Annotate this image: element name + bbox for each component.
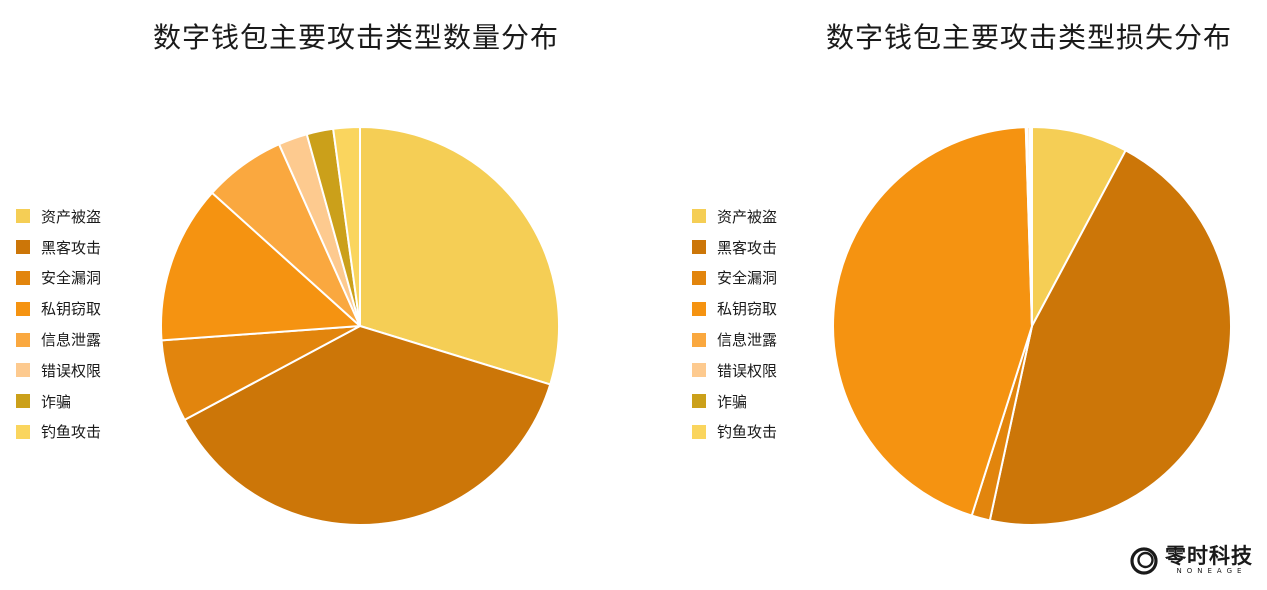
pie-slice-2 <box>183 325 552 526</box>
legend-item: 错误权限 <box>16 355 101 386</box>
pie-chart <box>832 125 1232 526</box>
legend-label: 钓鱼攻击 <box>41 423 102 442</box>
legend: 资产被盗黑客攻击安全漏洞私钥窃取信息泄露错误权限诈骗钓鱼攻击 <box>16 201 101 447</box>
legend-item: 安全漏洞 <box>692 263 777 294</box>
legend-item: 钓鱼攻击 <box>16 417 101 448</box>
legend-swatch <box>692 363 706 378</box>
legend-item: 黑客攻击 <box>692 232 777 263</box>
legend-label: 安全漏洞 <box>717 269 778 288</box>
legend-label: 信息泄露 <box>717 331 778 350</box>
legend-label: 资产被盗 <box>717 207 778 226</box>
legend-swatch <box>16 424 30 439</box>
pie-chart <box>160 126 561 526</box>
legend-swatch <box>16 301 30 316</box>
legend-label: 私钥窃取 <box>717 300 778 319</box>
chart-title: 数字钱包主要攻击类型数量分布 <box>153 21 560 54</box>
legend-swatch <box>16 394 30 409</box>
pie-slice-1 <box>1031 126 1127 327</box>
legend: 资产被盗黑客攻击安全漏洞私钥窃取信息泄露错误权限诈骗钓鱼攻击 <box>692 201 777 447</box>
chart-panel-count: 数字钱包主要攻击类型数量分布 资产被盗黑客攻击安全漏洞私钥窃取信息泄露错误权限诈… <box>0 0 620 590</box>
legend-item: 私钥窃取 <box>692 293 777 324</box>
logo-name-cn: 零时科技 <box>1165 544 1253 568</box>
pie-slice-4 <box>160 191 361 342</box>
legend-label: 安全漏洞 <box>41 269 102 288</box>
legend-item: 诈骗 <box>692 386 777 417</box>
legend-label: 诈骗 <box>41 392 72 411</box>
legend-swatch <box>692 240 706 255</box>
pie-slice-1 <box>359 126 561 386</box>
legend-item: 资产被盗 <box>692 201 777 232</box>
legend-label: 钓鱼攻击 <box>717 423 778 442</box>
legend-item: 黑客攻击 <box>16 232 101 263</box>
chart-title: 数字钱包主要攻击类型损失分布 <box>826 21 1233 54</box>
logo-text: 零时科技 NONEAGE <box>1165 545 1253 576</box>
chart-panel-loss: 数字钱包主要攻击类型损失分布 资产被盗黑客攻击安全漏洞私钥窃取信息泄露错误权限诈… <box>660 0 1267 590</box>
pie-slice-8 <box>1029 125 1033 327</box>
legend-item: 错误权限 <box>692 355 777 386</box>
legend-swatch <box>692 424 706 439</box>
logo-name-en: NONEAGE <box>1176 567 1247 575</box>
noneage-ring-icon <box>1130 546 1158 575</box>
legend-swatch <box>16 332 30 347</box>
brand-logo: 零时科技 NONEAGE <box>1129 545 1253 576</box>
pie-slice-8 <box>332 126 361 327</box>
legend-item: 诈骗 <box>16 386 101 417</box>
legend-item: 私钥窃取 <box>16 293 101 324</box>
legend-item: 资产被盗 <box>16 201 101 232</box>
legend-label: 错误权限 <box>717 361 778 380</box>
legend-swatch <box>16 270 30 285</box>
legend-item: 信息泄露 <box>692 324 777 355</box>
pie-slice-2 <box>988 149 1232 526</box>
legend-item: 信息泄露 <box>16 324 101 355</box>
pie-slice-4 <box>832 126 1033 517</box>
legend-label: 黑客攻击 <box>41 238 102 257</box>
legend-swatch <box>692 332 706 347</box>
legend-swatch <box>692 270 706 285</box>
legend-swatch <box>16 209 30 224</box>
legend-swatch <box>692 394 706 409</box>
legend-swatch <box>692 301 706 316</box>
legend-label: 错误权限 <box>41 361 102 380</box>
legend-swatch <box>16 363 30 378</box>
legend-label: 资产被盗 <box>41 207 102 226</box>
legend-label: 信息泄露 <box>41 331 102 350</box>
legend-item: 钓鱼攻击 <box>692 417 777 448</box>
legend-label: 私钥窃取 <box>41 300 102 319</box>
legend-label: 诈骗 <box>717 392 748 411</box>
legend-label: 黑客攻击 <box>717 238 778 257</box>
legend-swatch <box>16 240 30 255</box>
legend-item: 安全漏洞 <box>16 263 101 294</box>
legend-swatch <box>692 209 706 224</box>
